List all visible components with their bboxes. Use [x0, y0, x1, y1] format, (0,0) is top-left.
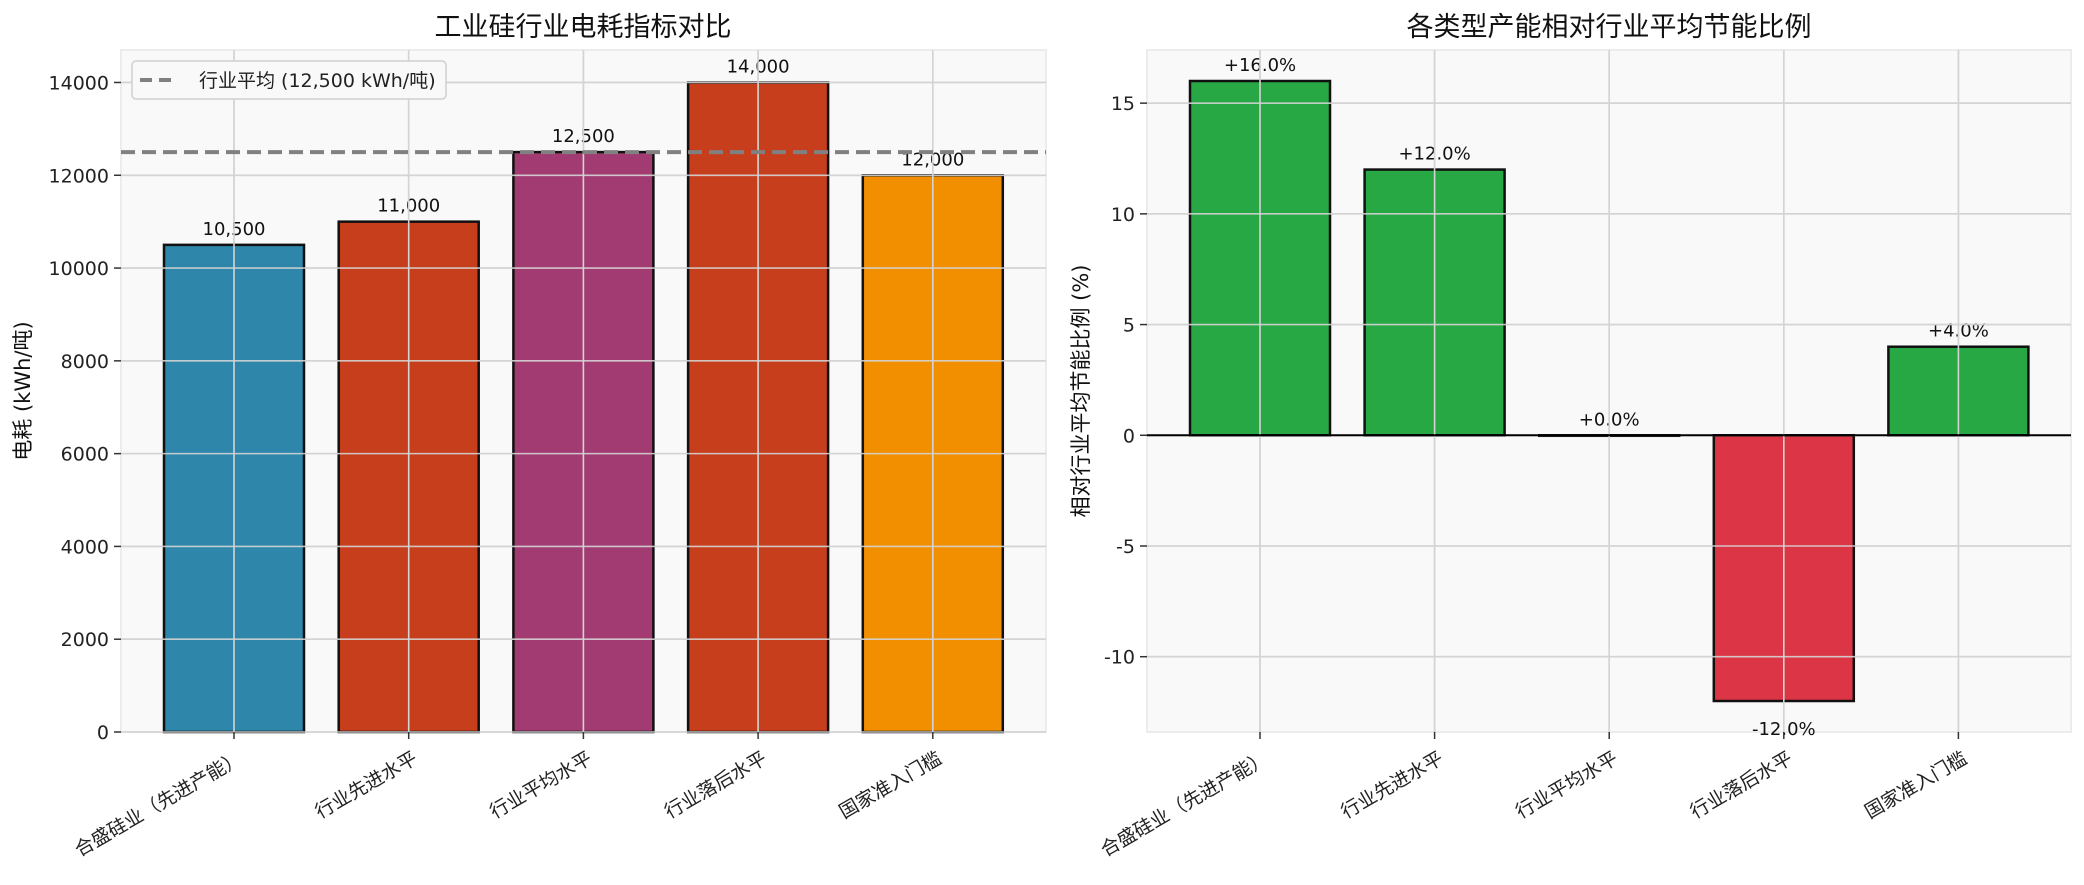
chart-panel-2: -10-5051015+16.0%+12.0%+0.0%-12.0%+4.0%合… [1069, 12, 2072, 861]
x-tick-label: 国家准入门槛 [836, 747, 946, 823]
y-tick-label: 12000 [49, 165, 109, 187]
y-tick-label: 10 [1111, 204, 1135, 226]
x-tick-label: 行业先进水平 [311, 747, 421, 823]
x-tick-label: 合盛硅业（先进产能） [71, 747, 247, 861]
x-tick-label: 行业平均水平 [1512, 747, 1622, 823]
y-tick-label: 0 [1123, 425, 1135, 447]
y-tick-label: 6000 [61, 444, 109, 466]
y-tick-label: -10 [1104, 647, 1135, 669]
y-tick-label: 2000 [61, 629, 109, 651]
y-tick-label: 15 [1111, 93, 1135, 115]
y-tick-label: 10000 [49, 258, 109, 280]
legend: 行业平均 (12,500 kWh/吨) [131, 60, 447, 100]
y-axis-label: 电耗 (kWh/吨) [11, 321, 35, 460]
legend-box [131, 60, 447, 100]
y-tick-label: 5 [1123, 315, 1135, 337]
y-axis-label: 相对行业平均节能比例 (%) [1069, 264, 1093, 517]
y-tick-label: -5 [1116, 536, 1135, 558]
x-tick-label: 行业落后水平 [661, 747, 771, 823]
y-tick-label: 14000 [49, 72, 109, 94]
x-tick-label: 行业先进水平 [1337, 747, 1447, 823]
y-tick-label: 0 [97, 722, 109, 744]
legend-entry: 行业平均 (12,500 kWh/吨) [199, 70, 436, 92]
y-tick-label: 4000 [61, 536, 109, 558]
x-tick-label: 合盛硅业（先进产能） [1097, 747, 1273, 861]
x-tick-label: 行业落后水平 [1687, 747, 1797, 823]
chart-title: 工业硅行业电耗指标对比 [435, 12, 732, 43]
x-tick-label: 行业平均水平 [486, 747, 596, 823]
x-tick-label: 国家准入门槛 [1861, 747, 1971, 823]
y-tick-label: 8000 [61, 351, 109, 373]
chart-panel-1: 0200040006000800010000120001400010,50011… [11, 12, 1047, 861]
chart-title: 各类型产能相对行业平均节能比例 [1407, 12, 1812, 43]
